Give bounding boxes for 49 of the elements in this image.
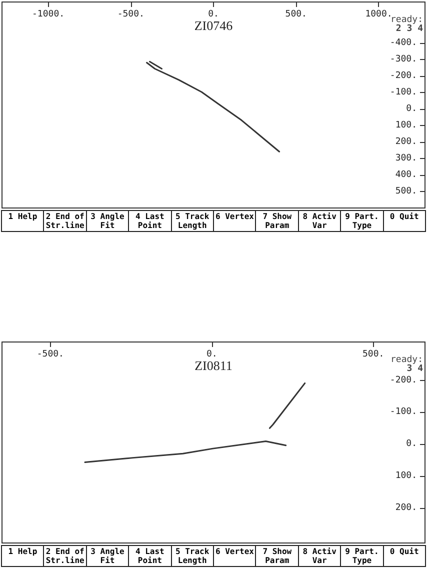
text: 3 Angle Fit <box>86 211 128 231</box>
x-tick-label: 500. <box>285 10 307 20</box>
y-tick-label: -300. <box>390 54 417 65</box>
annotation: ready: <box>390 15 423 25</box>
annotation: 3 4 <box>406 364 423 374</box>
x-tick-label: 500. <box>362 350 384 360</box>
y-tick-label: 200. <box>395 137 417 148</box>
y-tick-label: -200. <box>390 71 417 82</box>
text: 7 Show Param <box>255 546 298 566</box>
x-tick-label: 1000. <box>365 10 392 20</box>
text: 5 Track Length <box>170 211 214 231</box>
y-tick-label: -100. <box>390 407 417 418</box>
text: 4 Last Point <box>128 546 171 566</box>
text: 9 Part. Type <box>340 211 383 231</box>
annotation: ready: <box>390 355 423 365</box>
x-tick-label: -500. <box>117 10 144 20</box>
text: 4 Last Point <box>128 211 171 231</box>
y-tick-label: 0. <box>406 104 417 114</box>
y-tick-label: 100. <box>395 120 417 131</box>
x-tick-label: 0. <box>206 350 218 360</box>
y-tick-label: 0. <box>406 439 417 450</box>
text: 2 End of Str.line <box>43 546 86 566</box>
text: 7 Show Param <box>255 211 298 231</box>
text: 1 Help <box>7 211 38 223</box>
y-tick-label: 300. <box>395 154 417 164</box>
text: 5 Track Length <box>170 546 214 566</box>
x-tick-label: 0. <box>208 10 219 20</box>
y-tick-label: 100. <box>395 471 417 481</box>
y-tick-label: 400. <box>395 170 417 180</box>
text: 8 Activ Var <box>298 211 340 231</box>
y-tick-label: 200. <box>395 502 417 513</box>
text: 2 End of Str.line <box>43 211 86 231</box>
text: ZI0811 <box>194 358 232 373</box>
text: 3 Angle Fit <box>86 546 128 566</box>
y-tick-label: -100. <box>390 88 417 98</box>
text: 6 Vertex <box>213 211 256 231</box>
annotation: 2 3 4 <box>394 24 423 34</box>
text: 0 Quit <box>382 211 426 231</box>
y-tick-label: -200. <box>390 375 417 386</box>
y-tick-label: 500. <box>395 186 417 197</box>
text: 6 Vertex <box>213 546 256 566</box>
y-tick-label: -400. <box>390 38 417 48</box>
x-tick-label: -500. <box>36 350 64 360</box>
text: 9 Part. Type <box>340 546 383 566</box>
text: 0 Quit <box>382 546 426 566</box>
text: 8 Activ Var <box>298 546 340 566</box>
text: ZI0746 <box>194 18 234 33</box>
text: 1 Help <box>7 546 38 558</box>
x-tick-label: -1000. <box>32 10 65 20</box>
